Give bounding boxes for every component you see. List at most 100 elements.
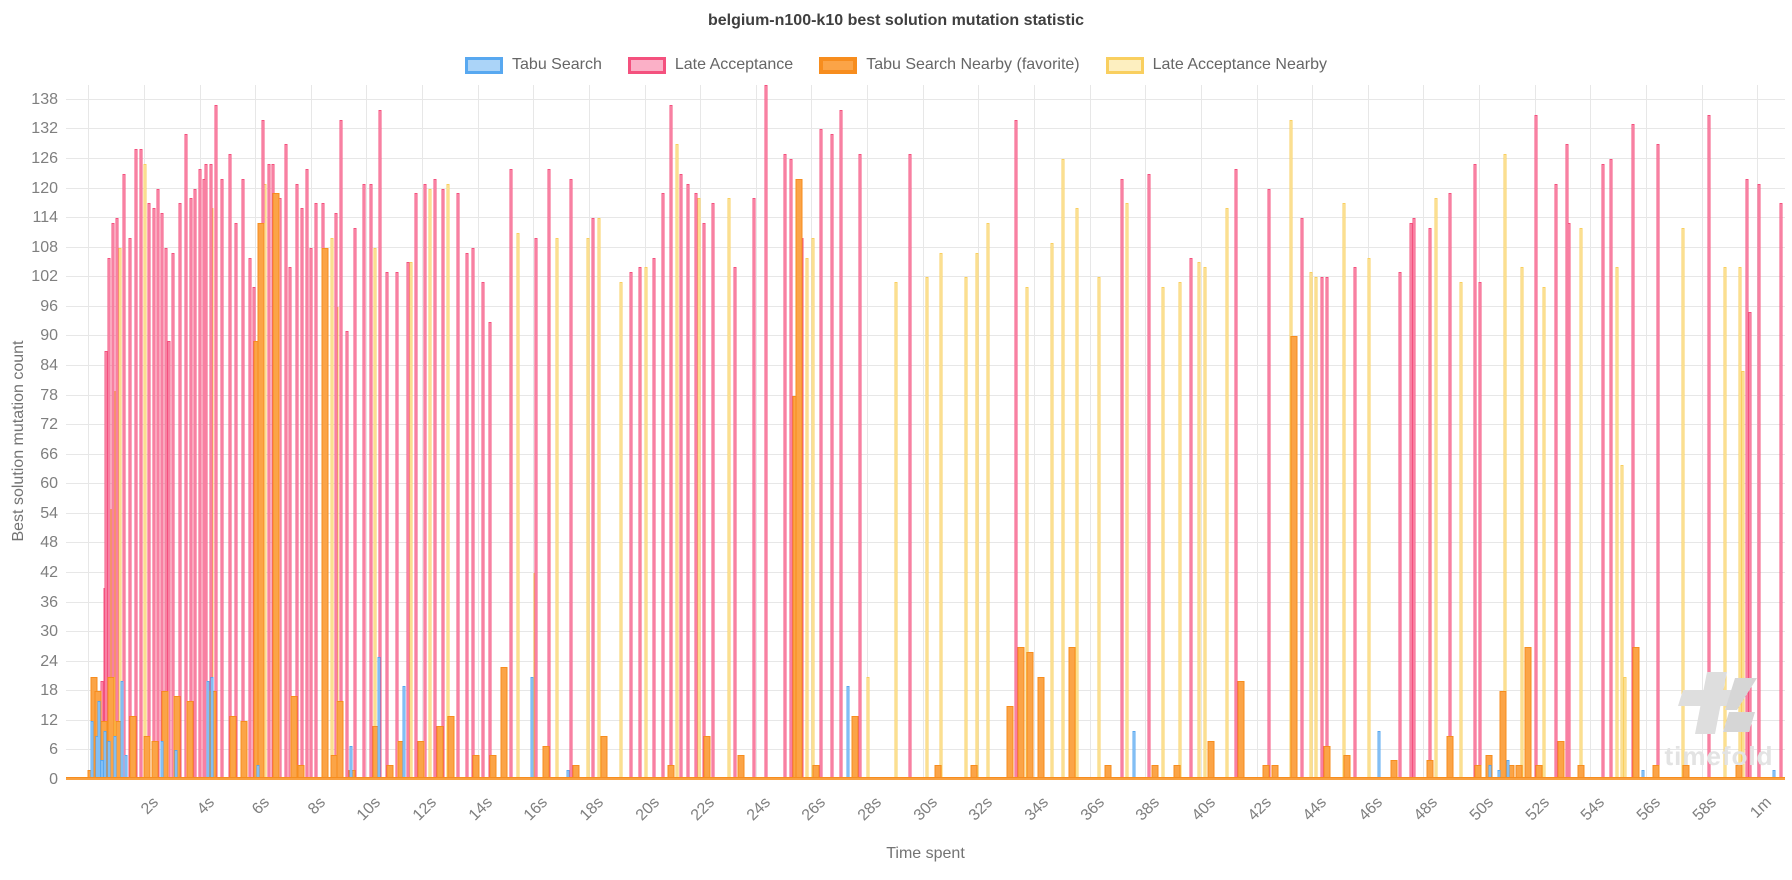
bar-late-acceptance-nearby [805, 257, 809, 780]
x-gridline [1645, 85, 1647, 780]
bar-late-acceptance-nearby [1579, 227, 1583, 780]
bar-late-acceptance [248, 257, 252, 780]
bar-late-acceptance [830, 134, 834, 780]
plot-area[interactable] [66, 85, 1785, 780]
bar-tabu-search [530, 676, 534, 780]
bar-late-acceptance [638, 267, 642, 780]
bar-late-acceptance [369, 183, 373, 780]
bar-late-acceptance-nearby [811, 237, 815, 780]
bar-late-acceptance [1534, 114, 1538, 780]
bar-late-acceptance [184, 134, 188, 780]
bar-tabu-search [174, 750, 178, 780]
bar-late-acceptance-nearby [1723, 267, 1727, 780]
bar-tabu-search-nearby-favorite [542, 745, 550, 780]
x-gridline [1701, 85, 1703, 780]
x-gridline [1312, 85, 1314, 780]
bar-late-acceptance [309, 247, 313, 780]
y-tick-label: 42 [40, 563, 58, 581]
bar-late-acceptance [1353, 267, 1357, 780]
bar-tabu-search-nearby-favorite [1006, 706, 1014, 780]
bar-late-acceptance-nearby [939, 252, 943, 780]
y-axis-tick-labels: 0 6 12 18 24 30 36 42 48 54 60 66 72 78 84 90 96 102 108 11… [0, 85, 58, 788]
bar-late-acceptance-nearby [1161, 287, 1165, 780]
watermark: timefold [1664, 672, 1774, 772]
bar-late-acceptance [385, 272, 389, 780]
y-tick-label: 132 [31, 120, 58, 138]
bar-late-acceptance [1631, 124, 1635, 780]
bar-late-acceptance [1409, 223, 1413, 780]
y-tick-label: 72 [40, 416, 58, 434]
bar-tabu-search-nearby-favorite [417, 740, 425, 780]
y-tick-label: 126 [31, 149, 58, 167]
x-tick-label: 30s [910, 794, 941, 825]
bar-tabu-search-nearby-favorite [1151, 765, 1159, 780]
y-tick-label: 114 [32, 209, 58, 227]
bar-late-acceptance-nearby [1342, 203, 1346, 780]
bar-tabu-search [1497, 770, 1500, 780]
bar-tabu-search-nearby-favorite [129, 715, 137, 780]
y-tick-label: 54 [40, 504, 58, 522]
bar-tabu-search [1641, 770, 1645, 780]
bar-late-acceptance [300, 208, 304, 780]
bar-tabu-search-nearby-favorite [1446, 735, 1454, 780]
legend-item-late-acceptance[interactable]: Late Acceptance [627, 56, 793, 74]
y-tick-label: 18 [40, 682, 58, 700]
bar-tabu-search-nearby-favorite [1499, 691, 1507, 780]
bar-late-acceptance [267, 163, 271, 780]
bar-late-acceptance-nearby [118, 247, 122, 780]
bar-tabu-search-nearby-favorite [500, 666, 508, 780]
x-tick-label: 36s [1077, 794, 1108, 825]
bar-late-acceptance [686, 183, 690, 780]
y-tick-label: 6 [49, 741, 58, 759]
bar-late-acceptance [171, 252, 175, 780]
watermark-text: timefold [1664, 741, 1774, 771]
legend-item-tabu-search[interactable]: Tabu Search [465, 56, 602, 74]
bar-late-acceptance-nearby [409, 262, 413, 780]
bar-tabu-search-nearby-favorite [1017, 646, 1025, 780]
x-tick-label: 4s [193, 794, 218, 818]
bar-tabu-search-nearby-favorite [1474, 765, 1482, 780]
legend-item-tabu-search-nearby[interactable]: Tabu Search Nearby (favorite) [819, 56, 1080, 74]
bar-tabu-search-nearby-favorite [1026, 651, 1034, 780]
x-gridline [1200, 85, 1202, 780]
bar-late-acceptance [1120, 178, 1124, 780]
bar-late-acceptance [241, 178, 245, 780]
bar-late-acceptance [1320, 277, 1324, 780]
legend: Tabu Search Late Acceptance Tabu Search … [0, 56, 1792, 74]
bar-late-acceptance-nearby [1097, 277, 1101, 780]
bar-late-acceptance-nearby [1620, 464, 1624, 780]
bar-tabu-search [103, 730, 107, 780]
bar-tabu-search-nearby-favorite [1652, 765, 1660, 780]
legend-swatch-tabu-search-nearby-icon [819, 56, 858, 74]
bar-late-acceptance [488, 321, 492, 780]
bar-late-acceptance [167, 341, 171, 780]
bar-tabu-search [566, 770, 570, 780]
bar-tabu-search-nearby-favorite [970, 765, 978, 780]
bar-late-acceptance-nearby [1203, 267, 1207, 780]
bar-tabu-search-nearby-favorite [1271, 765, 1279, 780]
y-tick-label: 12 [40, 711, 58, 729]
bar-late-acceptance-nearby [1225, 208, 1229, 780]
bar-late-acceptance [1398, 272, 1402, 780]
bar-late-acceptance-nearby [1367, 257, 1371, 780]
bar-late-acceptance [339, 119, 343, 780]
bar-tabu-search-nearby-favorite [1262, 765, 1270, 780]
bar-late-acceptance [104, 351, 108, 780]
bar-tabu-search-nearby-favorite [321, 247, 329, 780]
x-gridline [922, 85, 924, 780]
bar-tabu-search [100, 760, 104, 780]
bar-tabu-search [1488, 765, 1492, 780]
bar-tabu-search-nearby-favorite [1632, 646, 1640, 780]
bar-late-acceptance [147, 203, 151, 780]
legend-swatch-late-acceptance-nearby-icon [1105, 56, 1144, 74]
bar-late-acceptance [669, 104, 673, 780]
legend-item-late-acceptance-nearby[interactable]: Late Acceptance Nearby [1105, 56, 1327, 74]
legend-label: Tabu Search Nearby (favorite) [866, 56, 1080, 73]
x-tick-label: 48s [1411, 794, 1442, 825]
bar-late-acceptance [1478, 282, 1482, 780]
x-gridline [1423, 85, 1425, 780]
y-tick-label: 24 [40, 652, 58, 670]
bar-tabu-search-nearby-favorite [1524, 646, 1532, 780]
bar-late-acceptance [569, 178, 573, 780]
y-tick-label: 48 [40, 534, 58, 552]
